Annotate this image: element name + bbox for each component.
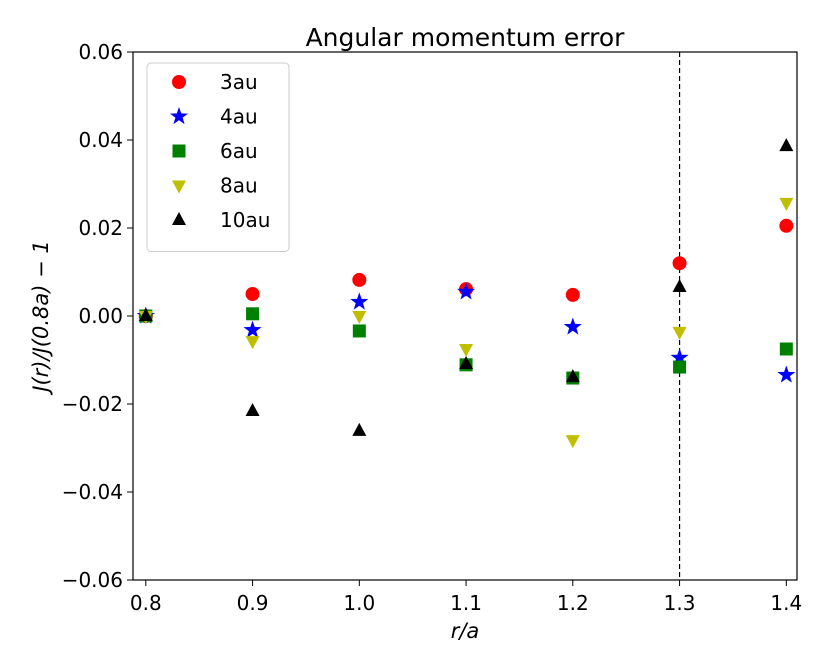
x-tick-label: 1.3	[664, 591, 696, 615]
chart-title: Angular momentum error	[306, 23, 626, 52]
marker	[172, 180, 186, 194]
marker	[779, 342, 793, 356]
marker	[563, 317, 582, 335]
y-tick-label: 0.00	[78, 304, 123, 328]
marker	[779, 218, 794, 233]
marker	[352, 311, 367, 324]
marker	[245, 336, 260, 350]
marker	[245, 287, 260, 301]
y-tick-label: −0.04	[62, 480, 123, 504]
x-tick-label: 1.2	[557, 591, 589, 615]
marker	[565, 435, 580, 449]
marker	[352, 422, 367, 436]
x-tick-label: 1.0	[343, 591, 375, 615]
marker	[459, 344, 474, 357]
marker	[172, 75, 186, 89]
x-tick-label: 1.4	[770, 591, 802, 615]
legend-label: 4au	[220, 105, 258, 129]
legend-label: 3au	[220, 70, 258, 94]
marker	[779, 197, 794, 211]
marker	[172, 144, 186, 158]
marker	[245, 403, 260, 417]
plot-frame	[132, 51, 798, 581]
y-tick-label: −0.02	[62, 392, 123, 416]
marker	[673, 360, 687, 374]
marker	[457, 282, 476, 300]
x-tick-label: 1.1	[450, 591, 482, 615]
marker	[350, 292, 369, 310]
marker	[777, 365, 796, 383]
x-tick-label: 0.8	[130, 591, 162, 615]
legend-label: 10au	[220, 208, 270, 232]
x-axis-label: r/a	[451, 619, 480, 643]
x-tick-label: 0.9	[237, 591, 269, 615]
marker	[138, 308, 153, 321]
legend-box	[146, 62, 290, 252]
marker	[169, 107, 189, 125]
marker	[172, 212, 186, 225]
marker	[672, 256, 687, 271]
y-tick-label: 0.06	[78, 40, 123, 64]
marker	[672, 326, 687, 340]
y-axis-label: J(r)/J(0.8a) − 1	[29, 240, 53, 395]
y-tick-label: 0.04	[78, 128, 123, 152]
marker	[352, 272, 367, 287]
marker	[243, 320, 262, 338]
legend-label: 6au	[220, 139, 258, 163]
marker	[565, 369, 580, 383]
marker	[352, 324, 366, 338]
marker	[670, 348, 689, 366]
y-tick-label: 0.02	[78, 216, 123, 240]
y-tick-label: −0.06	[62, 568, 123, 592]
legend-label: 8au	[220, 174, 258, 198]
marker	[672, 278, 687, 292]
marker	[565, 287, 580, 302]
marker	[779, 138, 794, 152]
marker	[246, 307, 260, 321]
marker	[459, 355, 474, 369]
